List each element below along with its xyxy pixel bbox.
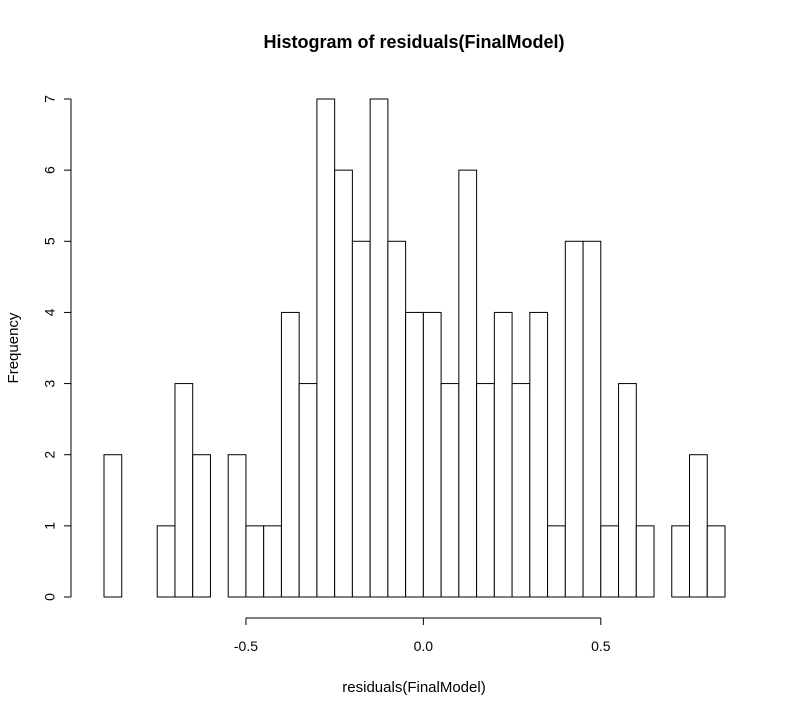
- histogram-bar: [263, 525, 282, 598]
- y-axis-label: Frequency: [5, 312, 22, 383]
- x-tick-label: 0.0: [414, 638, 434, 654]
- chart-title: Histogram of residuals(FinalModel): [263, 32, 564, 52]
- y-tick-label: 3: [42, 379, 58, 387]
- histogram-bar: [156, 525, 176, 598]
- x-tick-label: -0.5: [234, 638, 258, 654]
- histogram-bar: [618, 383, 637, 598]
- histogram-bar: [547, 525, 566, 598]
- histogram-bar: [600, 525, 620, 598]
- y-tick-label: 1: [42, 522, 58, 530]
- histogram-bar: [405, 311, 424, 598]
- histogram-bar: [280, 311, 300, 598]
- histogram-bar: [103, 454, 123, 598]
- histogram-bar: [245, 525, 265, 598]
- histogram-bar: [316, 98, 336, 598]
- x-tick-label: 0.5: [591, 638, 611, 654]
- histogram-bar: [635, 525, 655, 598]
- histogram-bar: [582, 240, 602, 598]
- histogram-bar: [422, 311, 442, 598]
- x-axis-label: residuals(FinalModel): [342, 679, 485, 696]
- y-tick-label: 2: [42, 451, 58, 459]
- y-tick-label: 6: [42, 166, 58, 174]
- x-axis: -0.5 0.0 0.5: [234, 617, 611, 654]
- histogram-bar: [174, 383, 194, 598]
- y-tick-label: 4: [42, 308, 58, 316]
- histogram-bar: [440, 383, 460, 598]
- histogram-bar: [351, 240, 371, 598]
- histogram-bar: [298, 383, 318, 598]
- histogram-bar: [192, 454, 211, 598]
- histogram-bar: [387, 240, 407, 598]
- histogram-bar: [493, 311, 513, 598]
- histogram-bar: [369, 98, 389, 598]
- histogram-bar: [227, 454, 247, 598]
- y-axis: 0 1 2 3 4 5 6 7: [42, 95, 72, 601]
- histogram-bar: [689, 454, 708, 598]
- y-tick-label: 7: [42, 95, 58, 103]
- histogram-bar: [706, 525, 726, 598]
- histogram-bar: [671, 525, 691, 598]
- histogram-bar: [529, 311, 549, 598]
- histogram-bar: [334, 169, 353, 598]
- y-tick-label: 5: [42, 237, 58, 245]
- bars-group: [103, 98, 726, 598]
- histogram-bar: [564, 240, 584, 598]
- histogram-bar: [476, 383, 495, 598]
- y-tick-label: 0: [42, 593, 58, 601]
- histogram-bar: [511, 383, 531, 598]
- histogram-bar: [458, 169, 478, 598]
